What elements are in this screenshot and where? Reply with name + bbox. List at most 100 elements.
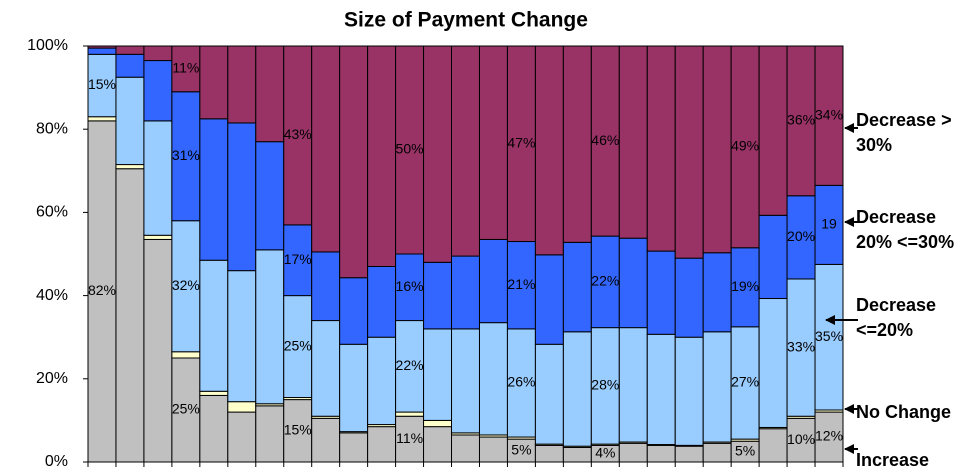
data-label: 19	[821, 216, 837, 232]
data-label: 47%	[507, 134, 535, 150]
bar-segment	[311, 45, 341, 253]
bar-segment	[115, 76, 145, 166]
data-label: 11%	[396, 430, 423, 446]
bar-segment	[143, 45, 173, 62]
bar-segment	[199, 118, 229, 261]
bar-segment	[87, 116, 117, 122]
bar-segment	[171, 351, 201, 359]
data-label: 34%	[815, 106, 843, 122]
bar-segment	[143, 238, 173, 463]
data-label: 11%	[172, 60, 199, 76]
bar-segment	[814, 184, 844, 265]
bar-segment	[702, 252, 732, 333]
bar-segment	[199, 45, 229, 120]
bar-segment	[199, 390, 229, 396]
data-label: 82%	[88, 282, 116, 298]
bar-segment	[451, 255, 480, 330]
bar-segment	[255, 141, 285, 251]
legend-label: Increase	[856, 450, 930, 470]
bar-segment	[786, 278, 816, 417]
data-label: 46%	[591, 132, 619, 148]
bar-segment	[590, 45, 620, 237]
bar-segment	[451, 328, 480, 434]
bar-segment	[423, 45, 453, 263]
bar-segment	[423, 426, 453, 463]
bar-segment	[758, 45, 788, 216]
bar-segment	[590, 235, 620, 329]
bar-segment	[451, 45, 480, 257]
bar-segment	[646, 250, 676, 335]
data-label: 32%	[172, 277, 200, 293]
bar-segment	[115, 45, 145, 55]
bar-segment	[674, 45, 704, 259]
y-tick-label: 40%	[36, 287, 68, 304]
data-label: 22%	[396, 357, 424, 373]
bar-segment	[758, 428, 788, 463]
data-label: 12%	[815, 428, 843, 444]
bar-segment	[674, 257, 704, 338]
bar-segment	[423, 261, 453, 330]
bar-segment	[311, 320, 341, 417]
bar-segment	[115, 168, 145, 463]
data-label: 27%	[731, 374, 759, 390]
bar-segment	[590, 327, 620, 445]
data-label: 26%	[507, 374, 535, 390]
bar-segment	[618, 327, 648, 443]
bar-segment	[478, 238, 508, 324]
bar-segment	[814, 263, 844, 411]
bar-segment	[702, 45, 732, 254]
y-tick-label: 20%	[36, 370, 68, 387]
bar-segment	[786, 45, 816, 197]
data-label: 16%	[396, 278, 424, 294]
y-tick-label: 60%	[36, 204, 68, 221]
bar-segment	[730, 247, 760, 328]
bar-segment	[367, 336, 397, 426]
bar-segment	[199, 394, 229, 463]
bar-segment	[534, 45, 564, 256]
bar-segment	[311, 417, 341, 463]
data-label: 22%	[591, 273, 619, 289]
bar-segment	[506, 241, 536, 330]
bar-segment	[227, 401, 257, 413]
bar-segment	[758, 298, 788, 428]
data-label: 5%	[735, 442, 755, 458]
bar-segment	[562, 331, 592, 447]
bar-segment	[730, 326, 760, 440]
bar-segment	[255, 405, 285, 463]
data-label: 33%	[787, 338, 815, 354]
chart-title: Size of Payment Change	[344, 9, 588, 32]
bar-segment	[199, 259, 229, 392]
bar-segment	[646, 333, 676, 446]
bar-segment	[646, 444, 676, 463]
data-label: 10%	[787, 431, 815, 447]
bar-segment	[646, 45, 676, 252]
bar-segment	[367, 426, 397, 463]
bar-segment	[423, 328, 453, 421]
data-label: 50%	[396, 141, 424, 157]
axes: 0% 20% 40% 60% 80% 100%	[27, 37, 858, 470]
data-labels: 82% 15% 25% 32% 31% 11% 15% 25% 17% 43% 11% 22% 16% 5…	[88, 60, 843, 461]
bar-segment	[171, 45, 201, 93]
bar-segment	[227, 45, 257, 124]
bar-segment	[534, 254, 564, 345]
data-label: 21%	[507, 276, 535, 292]
bar-segment	[478, 45, 508, 240]
bar-segment	[339, 45, 369, 279]
data-label: 43%	[284, 126, 312, 142]
bar-segment	[143, 234, 173, 240]
data-label: 19%	[731, 278, 759, 294]
bar-segment	[534, 444, 564, 463]
bar-segment	[562, 241, 592, 333]
bar-segment	[423, 419, 453, 428]
data-label: 15%	[88, 76, 116, 92]
y-tick-label: 0%	[45, 453, 68, 470]
bar-segment	[478, 322, 508, 436]
bar-segment	[562, 45, 592, 243]
bar-segment	[618, 237, 648, 329]
legend-label: Decrease <=20%	[856, 295, 937, 340]
data-label: 5%	[511, 441, 531, 457]
bar-segment	[674, 336, 704, 446]
legend-label: Decrease > 30%	[856, 110, 952, 155]
